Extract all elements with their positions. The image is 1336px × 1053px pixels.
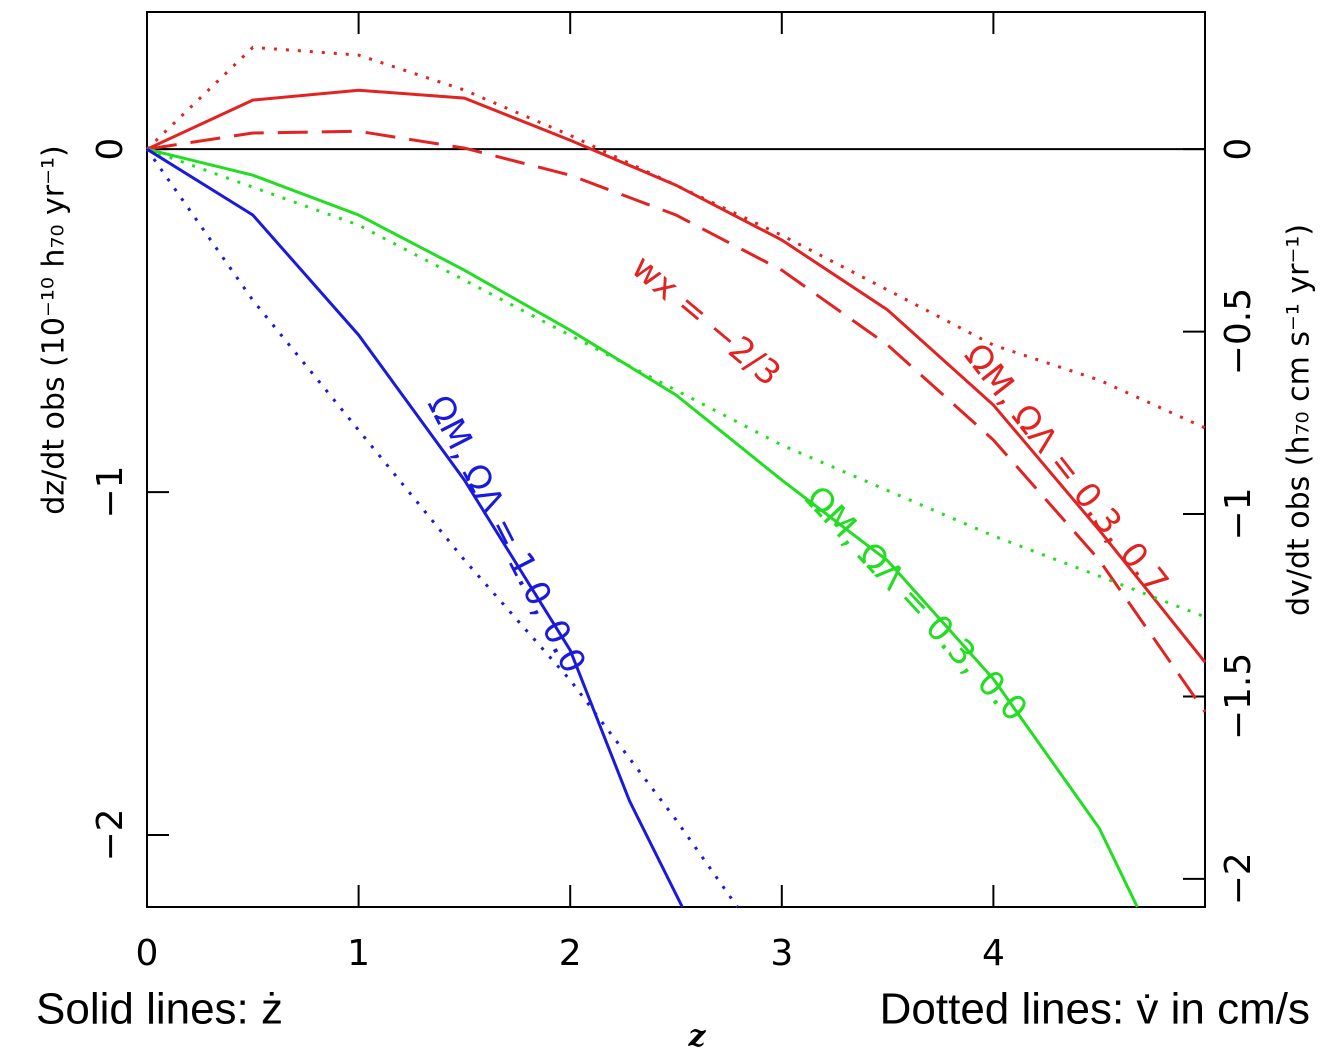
data-line [146, 147, 1206, 619]
footer-right: Dotted lines: v̇ in cm/s [880, 985, 1310, 1034]
y2-tick-label: −2 [1218, 852, 1259, 905]
data-line [146, 147, 684, 908]
y-tick-label: 0 [90, 138, 131, 161]
data-line [145, 148, 739, 908]
y2-tick-label: 0 [1218, 138, 1259, 161]
x-tick-label: 0 [136, 933, 159, 974]
x-tick-label: 2 [559, 933, 582, 974]
y-axis-label: dz/dt obs (10⁻¹⁰ h₇₀ yr⁻¹) [37, 145, 72, 514]
data-line [145, 45, 1206, 430]
footer-left: Solid lines: ż [36, 985, 283, 1034]
y2-tick-label: −1.5 [1218, 653, 1259, 740]
data-line [146, 129, 1207, 713]
y-tick-label: −1 [90, 466, 131, 519]
data-line [146, 88, 1207, 664]
x-axis-label: z [687, 1019, 706, 1053]
plot-frame [146, 11, 1206, 908]
y-tick-label: −2 [90, 808, 131, 861]
data-line [146, 147, 1139, 908]
annotation: ΩM, ΩΛ = 0.3, 0.0 [797, 478, 1035, 729]
annotation: ΩM, ΩΛ = 1.0, 0.0 [419, 389, 594, 680]
y2-tick-label: −1 [1218, 488, 1259, 541]
x-tick-label: 4 [982, 933, 1005, 974]
x-tick-label: 1 [347, 933, 370, 974]
x-tick-label: 3 [770, 933, 793, 974]
annotation: wx = −2/3 [624, 247, 789, 394]
y2-tick-label: −0.5 [1218, 288, 1259, 375]
y2-axis-label: dv/dt obs (h₇₀ cm s⁻¹ yr⁻¹) [1282, 224, 1317, 616]
